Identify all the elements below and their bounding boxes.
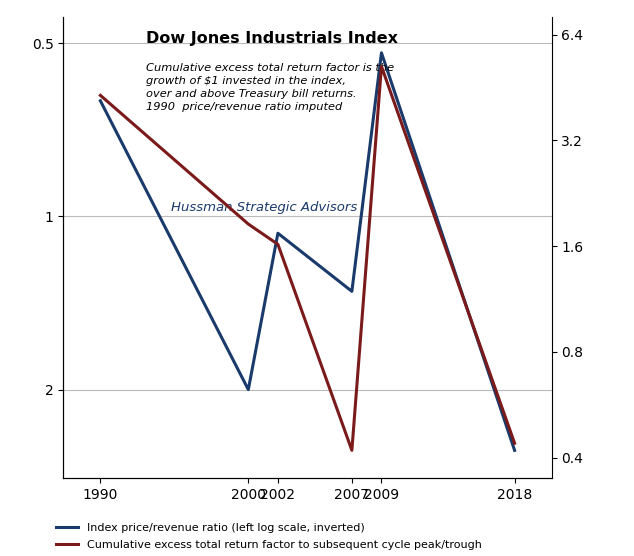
Text: Hussman Strategic Advisors: Hussman Strategic Advisors [171,201,357,214]
Cumulative excess total return factor to subsequent cycle peak/trough [348,447,356,454]
Cumulative excess total return factor to subsequent cycle peak/trough [274,241,281,247]
Index price/revenue ratio (left log scale, inverted) [511,447,519,454]
Legend: Index price/revenue ratio (left log scale, inverted), Cumulative excess total re: Index price/revenue ratio (left log scal… [56,522,482,550]
Index price/revenue ratio (left log scale, inverted) [378,49,385,56]
Text: Cumulative excess total return factor is the
growth of $1 invested in the index,: Cumulative excess total return factor is… [146,63,394,112]
Line: Cumulative excess total return factor to subsequent cycle peak/trough: Cumulative excess total return factor to… [100,66,515,450]
Cumulative excess total return factor to subsequent cycle peak/trough [511,440,519,446]
Index price/revenue ratio (left log scale, inverted) [96,97,104,104]
Index price/revenue ratio (left log scale, inverted) [348,288,356,295]
Cumulative excess total return factor to subsequent cycle peak/trough [378,63,385,70]
Line: Index price/revenue ratio (left log scale, inverted): Index price/revenue ratio (left log scal… [100,53,515,450]
Text: Dow Jones Industrials Index: Dow Jones Industrials Index [146,31,398,46]
Index price/revenue ratio (left log scale, inverted) [245,386,252,393]
Cumulative excess total return factor to subsequent cycle peak/trough [245,221,252,227]
Index price/revenue ratio (left log scale, inverted) [274,230,281,236]
Cumulative excess total return factor to subsequent cycle peak/trough [96,92,104,98]
